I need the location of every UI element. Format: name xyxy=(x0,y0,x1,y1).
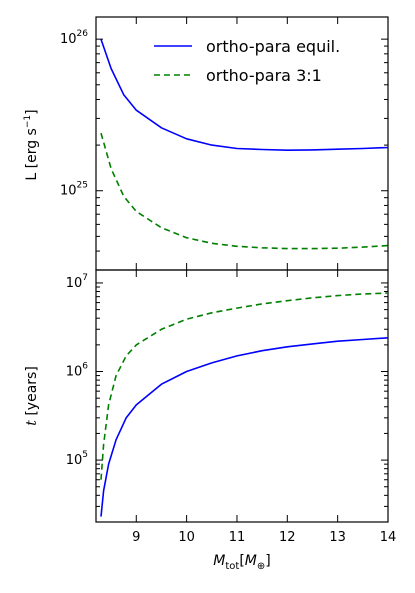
bottom-panel-ytick-labels: 105 106 107 xyxy=(66,273,89,468)
top-panel-series xyxy=(100,38,389,250)
bottom-panel-series xyxy=(100,292,389,517)
ytick-label: 106 xyxy=(66,362,89,380)
ytick-label: 1025 xyxy=(60,181,88,199)
xtick-labels: 9 10 11 12 13 14 xyxy=(132,530,396,545)
top-series-1 xyxy=(100,132,389,250)
bottom-ylabel: t [years] xyxy=(24,366,40,426)
top-panel-ticks xyxy=(96,17,389,271)
legend-label-31: ortho-para 3:1 xyxy=(206,66,322,85)
legend-label-equil: ortho-para equil. xyxy=(206,37,340,56)
xlabel: Mtot[M⊕] xyxy=(213,553,270,572)
bottom-series-1 xyxy=(100,292,389,480)
xtick-label: 11 xyxy=(229,530,246,545)
top-series-0 xyxy=(100,38,389,151)
legend: ortho-para equil. ortho-para 3:1 xyxy=(154,37,340,85)
xtick-label: 9 xyxy=(132,530,140,545)
bottom-panel-ticks xyxy=(96,270,389,523)
xtick-label: 10 xyxy=(178,530,195,545)
top-panel-ytick-labels: 1025 1026 xyxy=(60,29,88,199)
bottom-series-0 xyxy=(100,337,389,517)
ytick-label: 1026 xyxy=(60,29,88,47)
xtick-label: 14 xyxy=(380,530,397,545)
xtick-label: 13 xyxy=(329,530,346,545)
ytick-label: 105 xyxy=(66,450,88,468)
top-ylabel: L [erg s−1] xyxy=(23,109,40,180)
xtick-label: 12 xyxy=(279,530,296,545)
ytick-label: 107 xyxy=(66,273,88,291)
bottom-panel-frame xyxy=(95,269,389,523)
